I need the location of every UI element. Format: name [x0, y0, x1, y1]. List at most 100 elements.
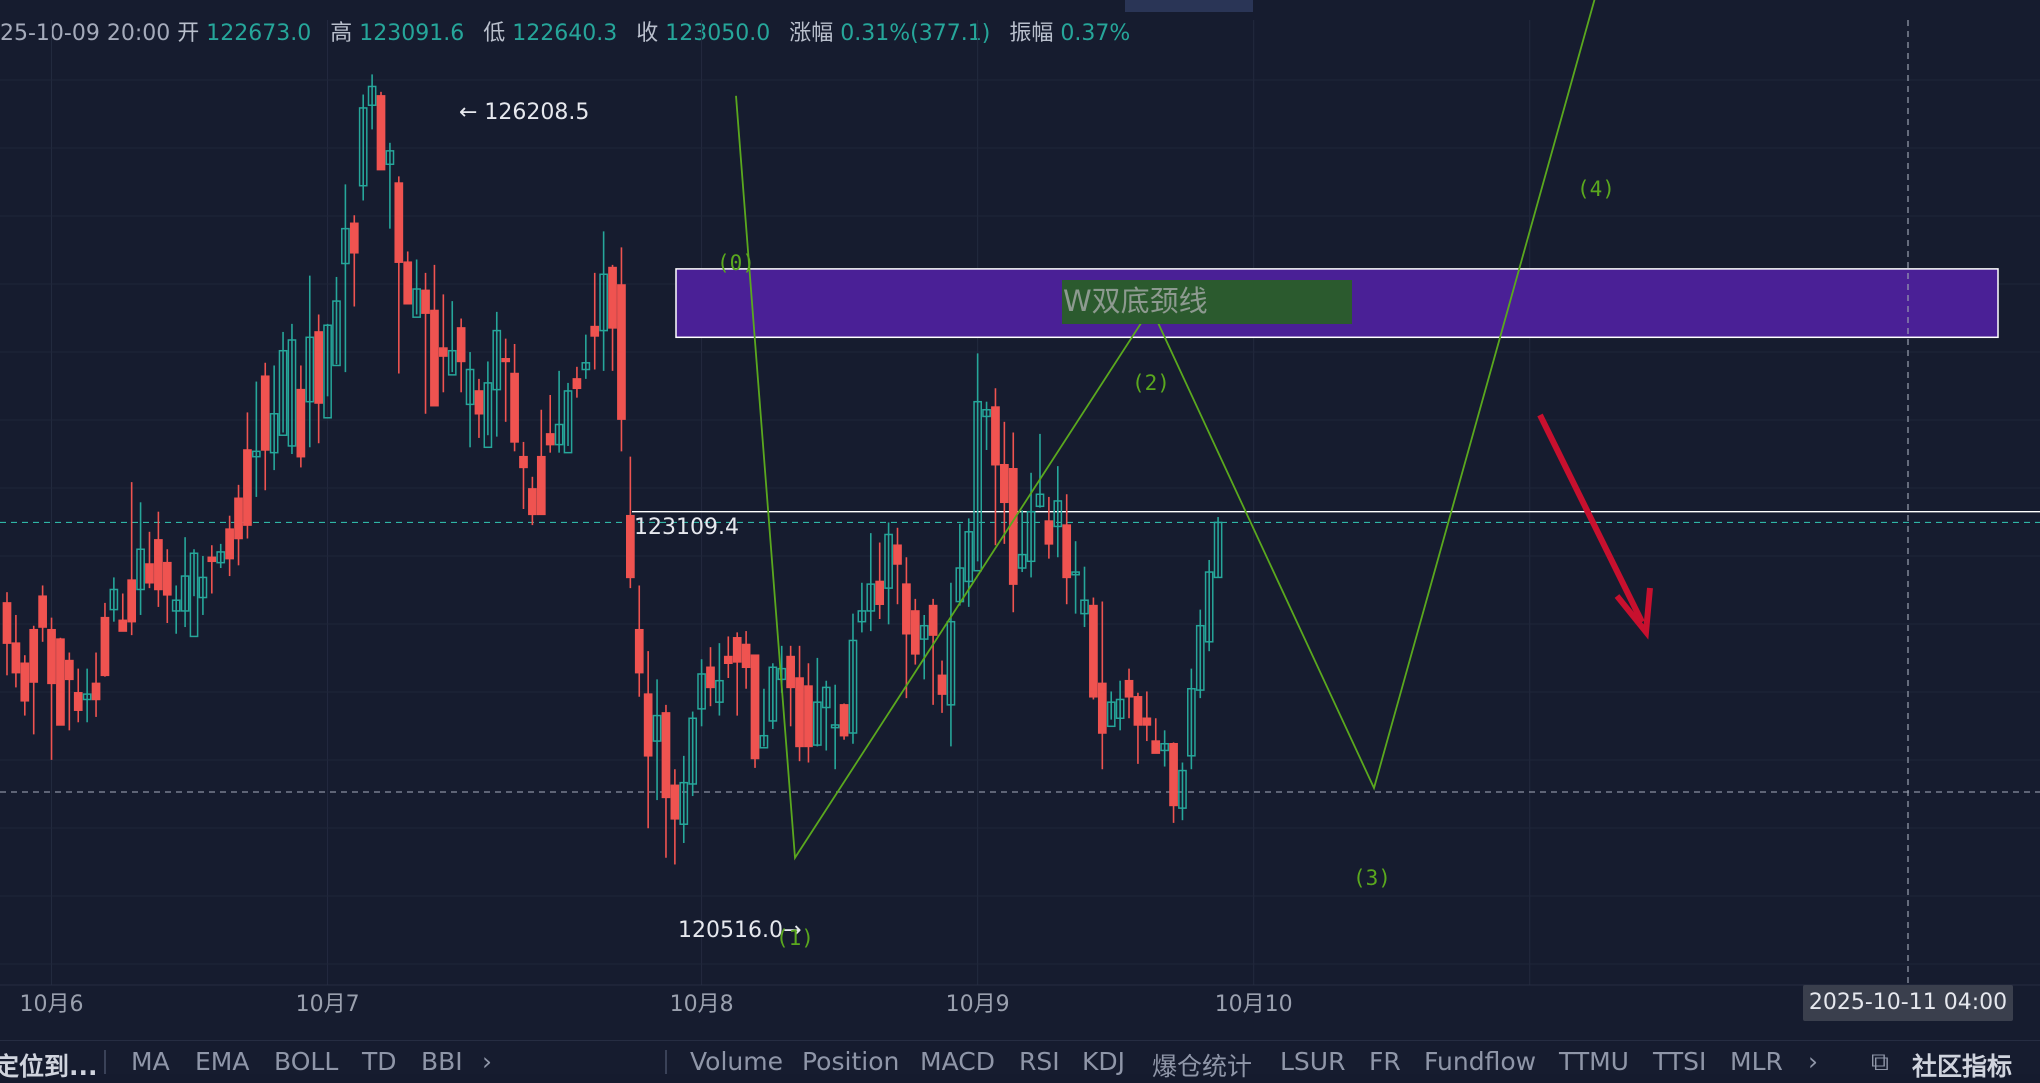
wave-label: (3): [1353, 866, 1391, 890]
zones: [0, 20, 2040, 985]
sub-indicator-10[interactable]: TTSI: [1653, 1047, 1707, 1076]
candle-body: [483, 382, 493, 449]
candle-body: [723, 655, 733, 665]
candle-body: [394, 182, 404, 263]
ohlc-header: 25-10-09 20:00 开 122673.0 高 123091.6 低 1…: [0, 14, 1142, 54]
candle-body: [759, 734, 769, 749]
candle-body: [287, 339, 297, 447]
amplitude-value: 0.37%: [1060, 21, 1131, 46]
candle-body: [456, 327, 466, 363]
sub-indicator-11[interactable]: MLR: [1730, 1047, 1783, 1076]
candle-body: [1178, 769, 1187, 809]
price-chart[interactable]: W双底颈线 ← 126208.5 120516.0→ 123109.4 (0) (1) (2…: [0, 0, 2040, 1030]
community-indicators-button[interactable]: 社区指标: [1912, 1052, 2013, 1081]
top-tab-indicator[interactable]: [1125, 0, 1253, 12]
sub-indicator-2[interactable]: MACD: [920, 1047, 995, 1076]
high-label: 高: [330, 21, 353, 46]
separator: [665, 1050, 667, 1074]
candle-body: [162, 561, 172, 596]
external-edit-icon[interactable]: ⧉: [1871, 1047, 1889, 1076]
sub-indicator-3[interactable]: RSI: [1019, 1047, 1060, 1076]
candle-body: [118, 619, 128, 632]
change-value: 0.31%(377.1): [840, 21, 991, 46]
candle-body: [1044, 520, 1054, 545]
candle-body: [884, 533, 893, 589]
sub-indicator-9[interactable]: TTMU: [1559, 1047, 1629, 1076]
indicator-ema[interactable]: EMA: [195, 1047, 250, 1076]
candle-body: [82, 693, 92, 701]
separator: [104, 1050, 106, 1074]
candle-body: [260, 375, 270, 451]
candle-body: [180, 575, 190, 612]
candle-body: [1089, 604, 1098, 698]
x-tick-label: 10月7: [296, 992, 360, 1017]
candle-body: [697, 673, 706, 710]
candle-body: [928, 604, 938, 636]
labels: W双底颈线 ← 126208.5 120516.0→ 123109.4 (0) (1) (2…: [20, 100, 1615, 1017]
wave-label: (4): [1577, 177, 1615, 201]
candle-body: [430, 309, 439, 407]
candle-body: [1017, 553, 1027, 569]
candle-body: [839, 704, 849, 737]
candle-body: [1035, 493, 1045, 508]
candle-body: [706, 666, 715, 689]
candle-body: [1169, 742, 1178, 807]
candle-body: [982, 408, 991, 418]
candle-body: [403, 261, 413, 305]
open-label: 开: [177, 21, 200, 46]
chevron-right-icon[interactable]: ›: [482, 1047, 492, 1076]
locate-button[interactable]: 定位到...: [0, 1052, 98, 1081]
candle-body: [679, 781, 689, 825]
candle-body: [91, 682, 101, 701]
last-low-label: 123109.4: [634, 515, 739, 540]
sub-indicator-7[interactable]: FR: [1369, 1047, 1401, 1076]
candle-body: [608, 266, 617, 329]
x-tick-label: 10月10: [1215, 992, 1293, 1017]
chevron-right-icon[interactable]: ›: [1808, 1047, 1818, 1076]
low-label: 低: [483, 21, 506, 46]
candle-body: [848, 639, 858, 734]
candle-body: [243, 449, 252, 526]
w-pattern-line: [735, 0, 1596, 861]
sub-indicator-5[interactable]: 爆仓统计: [1152, 1052, 1253, 1081]
candle-body: [617, 284, 626, 420]
candle-body: [474, 390, 484, 415]
candle-body: [367, 85, 377, 106]
candle-body: [1008, 468, 1018, 585]
candle-body: [305, 336, 315, 403]
candle-body: [492, 329, 502, 391]
candle-body: [216, 551, 226, 564]
indicator-bbi[interactable]: BBI: [421, 1047, 463, 1076]
indicator-ma[interactable]: MA: [131, 1047, 170, 1076]
candle-body: [171, 599, 181, 612]
datetime: 25-10-09 20:00: [0, 21, 171, 46]
candle-body: [919, 624, 929, 640]
sub-indicator-1[interactable]: Position: [802, 1047, 900, 1076]
indicator-bar: 定位到... MA EMA BOLL TD BBI › Volume Position MACD R…: [0, 1040, 2040, 1081]
candle-body: [1097, 682, 1107, 734]
indicator-boll[interactable]: BOLL: [274, 1047, 339, 1076]
candle-body: [661, 712, 671, 799]
sub-indicator-0[interactable]: Volume: [690, 1047, 783, 1076]
candle-body: [1124, 679, 1134, 698]
neckline-label-box: [1062, 280, 1352, 324]
candle-body: [20, 662, 30, 702]
crosshair-time-badge: 2025-10-11 04:00: [1803, 985, 2013, 1021]
candle-body: [136, 548, 145, 591]
indicator-td[interactable]: TD: [362, 1047, 397, 1076]
sub-indicator-6[interactable]: LSUR: [1280, 1047, 1346, 1076]
candle-body: [1142, 717, 1152, 726]
candle-body: [581, 362, 591, 371]
candle-body: [1195, 624, 1205, 691]
candle-body: [1204, 571, 1214, 643]
candle-body: [937, 674, 947, 695]
sub-indicator-4[interactable]: KDJ: [1082, 1047, 1126, 1076]
sub-indicator-8[interactable]: Fundflow: [1424, 1047, 1537, 1076]
candle-body: [795, 677, 804, 748]
candle-body: [536, 455, 546, 516]
candle-body: [189, 552, 199, 638]
candle-body: [670, 784, 680, 820]
candle-body: [11, 642, 21, 674]
candle-body: [563, 390, 573, 454]
